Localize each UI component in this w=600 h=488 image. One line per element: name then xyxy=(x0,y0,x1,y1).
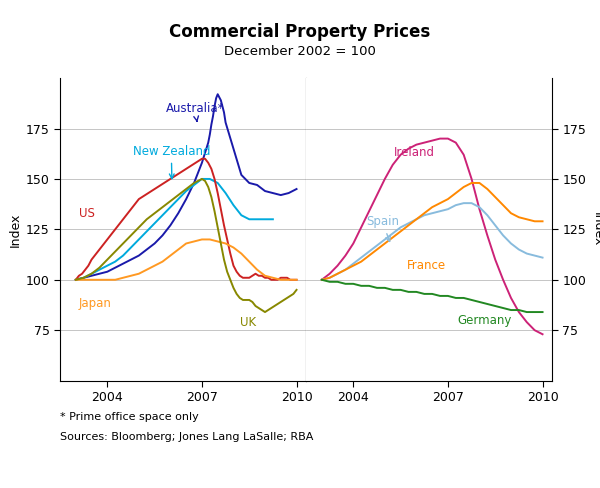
Text: UK: UK xyxy=(240,316,256,328)
Text: Germany: Germany xyxy=(457,314,512,326)
Text: Ireland: Ireland xyxy=(394,146,436,159)
Y-axis label: Index: Index xyxy=(590,212,600,246)
Text: Spain: Spain xyxy=(366,215,399,242)
Text: Sources: Bloomberg; Jones Lang LaSalle; RBA: Sources: Bloomberg; Jones Lang LaSalle; … xyxy=(60,432,313,442)
Text: Japan: Japan xyxy=(79,298,112,310)
Text: US: US xyxy=(79,207,95,220)
Text: France: France xyxy=(407,259,446,272)
Text: * Prime office space only: * Prime office space only xyxy=(60,412,199,422)
Text: New Zealand: New Zealand xyxy=(133,145,210,179)
Y-axis label: Index: Index xyxy=(8,212,22,246)
Text: Commercial Property Prices: Commercial Property Prices xyxy=(169,23,431,41)
Text: December 2002 = 100: December 2002 = 100 xyxy=(224,45,376,58)
Text: Australia*: Australia* xyxy=(166,102,224,122)
